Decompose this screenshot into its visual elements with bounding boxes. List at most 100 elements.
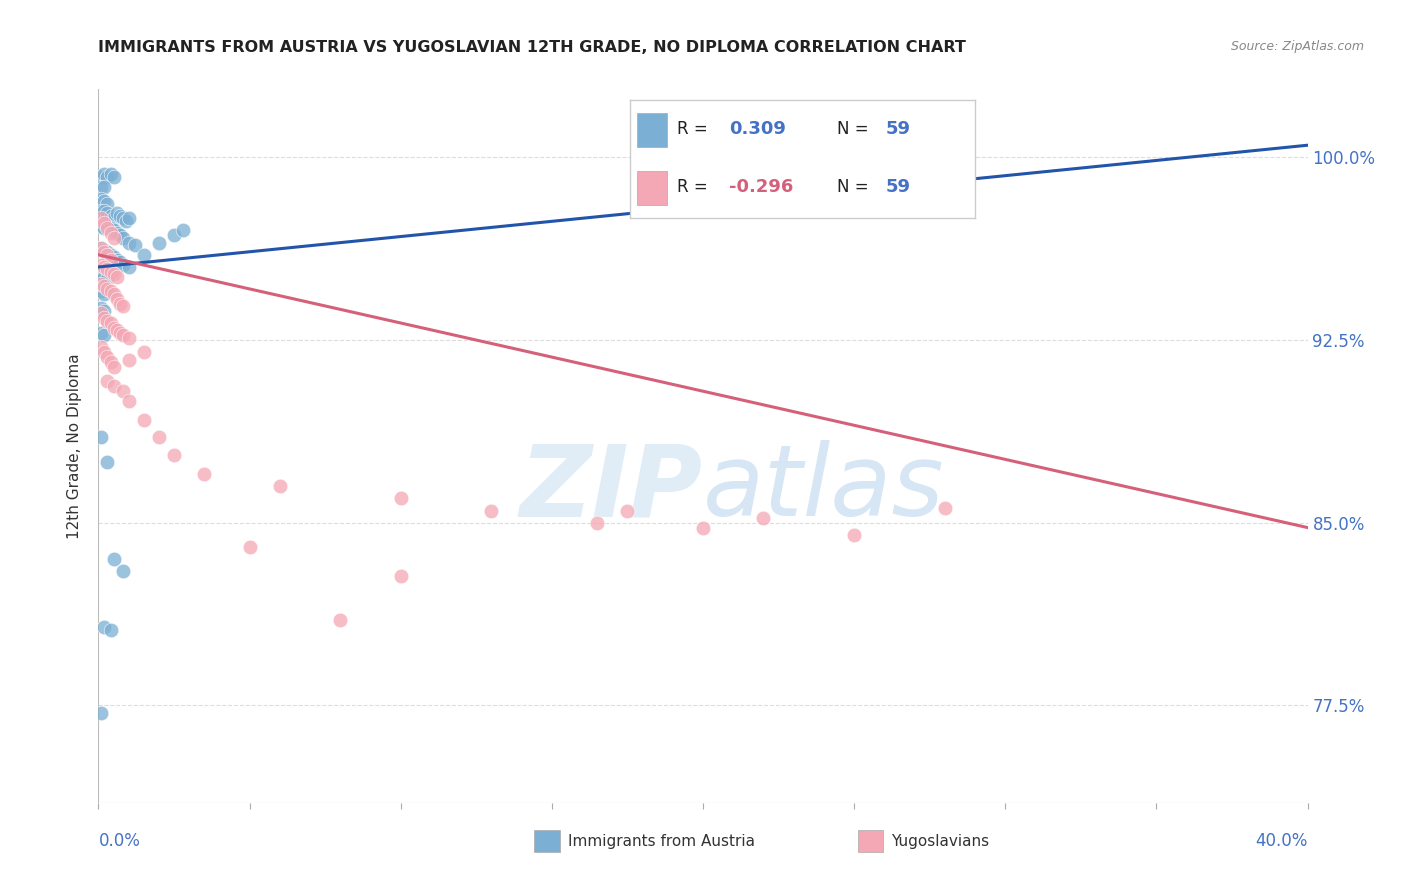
Point <box>96 262 118 277</box>
Point <box>118 260 141 274</box>
Point <box>93 260 115 274</box>
Point <box>105 252 128 267</box>
Point <box>96 219 118 233</box>
Text: N =: N = <box>837 178 875 196</box>
Point <box>90 240 112 254</box>
Point <box>616 503 638 517</box>
Point <box>111 231 134 245</box>
Point <box>93 328 115 343</box>
Point <box>111 565 134 579</box>
Point <box>103 223 125 237</box>
Point <box>96 196 118 211</box>
Point <box>269 479 291 493</box>
Text: Yugoslavians: Yugoslavians <box>891 834 990 848</box>
Point <box>103 231 125 245</box>
Point <box>389 491 412 506</box>
FancyBboxPatch shape <box>637 113 666 147</box>
Point <box>692 520 714 534</box>
Point <box>389 569 412 583</box>
Point <box>90 258 112 272</box>
Point <box>96 313 118 327</box>
Point <box>103 359 125 374</box>
Point <box>752 511 775 525</box>
Point <box>132 248 155 262</box>
Point <box>108 296 131 310</box>
Text: N =: N = <box>837 120 875 138</box>
Text: Source: ZipAtlas.com: Source: ZipAtlas.com <box>1230 40 1364 54</box>
Text: 0.0%: 0.0% <box>98 832 141 850</box>
Point <box>132 413 155 427</box>
Point <box>90 430 112 444</box>
Point <box>96 455 118 469</box>
Point <box>93 345 115 359</box>
Point <box>100 355 122 369</box>
Point <box>108 326 131 340</box>
Point <box>96 206 118 220</box>
Point <box>93 286 115 301</box>
Point <box>90 240 112 254</box>
Point <box>100 168 122 182</box>
Point <box>118 211 141 226</box>
Point <box>103 268 125 282</box>
Y-axis label: 12th Grade, No Diploma: 12th Grade, No Diploma <box>67 353 83 539</box>
Point <box>93 179 115 194</box>
Point <box>93 311 115 326</box>
Text: R =: R = <box>676 178 713 196</box>
Point <box>103 379 125 393</box>
Point <box>124 238 146 252</box>
Point <box>329 613 352 627</box>
Point <box>90 268 112 282</box>
Point <box>100 623 122 637</box>
Point <box>90 706 112 720</box>
Point <box>96 221 118 235</box>
Point <box>96 375 118 389</box>
Point <box>111 258 134 272</box>
Point <box>108 255 131 269</box>
Point <box>90 277 112 291</box>
Point <box>103 552 125 566</box>
Point <box>163 448 186 462</box>
Point <box>93 221 115 235</box>
Text: atlas: atlas <box>703 441 945 537</box>
Point <box>193 467 215 481</box>
Text: 59: 59 <box>886 120 911 138</box>
Point <box>118 330 141 344</box>
Point <box>96 350 118 364</box>
Point <box>108 228 131 243</box>
Point <box>103 169 125 184</box>
Point <box>100 221 122 235</box>
Point <box>90 179 112 194</box>
Point <box>111 299 134 313</box>
Point <box>111 384 134 399</box>
Point <box>93 243 115 257</box>
FancyBboxPatch shape <box>637 170 666 204</box>
Text: -0.296: -0.296 <box>728 178 793 196</box>
Point <box>481 503 503 517</box>
Point <box>100 226 122 240</box>
Point <box>90 192 112 206</box>
Point <box>90 301 112 316</box>
Point <box>118 352 141 367</box>
Text: IMMIGRANTS FROM AUSTRIA VS YUGOSLAVIAN 12TH GRADE, NO DIPLOMA CORRELATION CHART: IMMIGRANTS FROM AUSTRIA VS YUGOSLAVIAN 1… <box>98 40 966 55</box>
Point <box>172 223 194 237</box>
Point <box>96 169 118 184</box>
Point <box>90 219 112 233</box>
Point <box>108 209 131 223</box>
Point <box>96 245 118 260</box>
Point <box>93 204 115 219</box>
Point <box>105 206 128 220</box>
Point <box>586 516 609 530</box>
Point <box>96 248 118 262</box>
Point <box>93 216 115 230</box>
Text: ZIP: ZIP <box>520 441 703 537</box>
Text: R =: R = <box>676 120 713 138</box>
Point <box>93 269 115 284</box>
Point <box>90 326 112 340</box>
Point <box>132 345 155 359</box>
Point <box>90 340 112 354</box>
Point <box>103 211 125 226</box>
Point <box>100 209 122 223</box>
Point <box>100 252 122 267</box>
Text: 40.0%: 40.0% <box>1256 832 1308 850</box>
Point <box>148 235 170 250</box>
